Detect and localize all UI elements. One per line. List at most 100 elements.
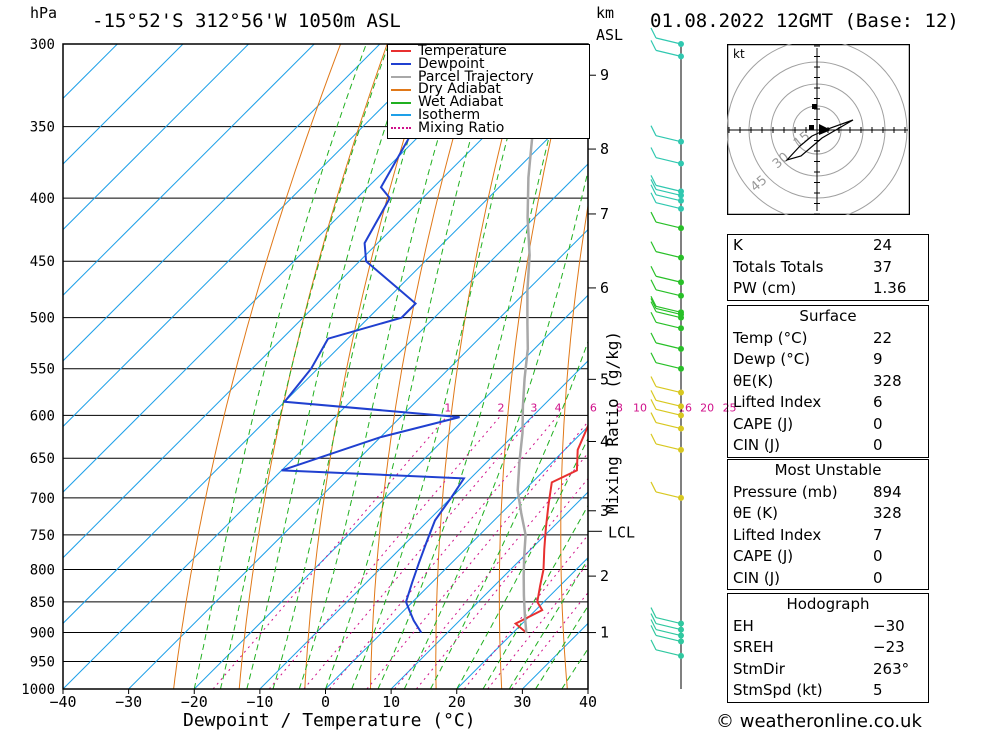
wind-barb-staff — [655, 156, 682, 165]
wind-barb-staff — [655, 135, 682, 143]
wet-adiabat-line — [246, 44, 414, 689]
wind-barb-flag — [650, 279, 657, 291]
legend-label: Dry Adiabat — [418, 81, 501, 98]
wind-barb-flag — [650, 40, 657, 51]
x-tick-label: −20 — [181, 693, 208, 711]
indices-label: SREH — [733, 638, 774, 656]
x-tick-label: 20 — [448, 693, 466, 711]
mixing-ratio-line — [366, 421, 588, 689]
mixing-ratio-axis-label: Mixing Ratio (g/kg) — [603, 330, 623, 515]
wet-adiabat-line — [193, 44, 367, 689]
mixing-ratio-label: 2 — [498, 401, 505, 414]
wind-barb-flag — [650, 296, 657, 307]
indices-value: 0 — [873, 436, 883, 454]
indices-row: CAPE (J) 0 — [728, 414, 928, 436]
legend-item: Mixing Ratio — [388, 119, 589, 136]
pressure-unit-label: hPa — [30, 4, 58, 22]
pressure-tick-label: 700 — [30, 491, 55, 507]
dry-adiabat-line — [238, 44, 388, 689]
legend-item: Dewpoint — [388, 57, 589, 71]
indices-value: −30 — [873, 616, 905, 635]
isotherm-line — [63, 44, 578, 559]
pressure-tick-label: 400 — [30, 191, 55, 207]
indices-row: SREH −23 — [728, 637, 928, 659]
indices-row: Lifted Index 6 — [728, 392, 928, 414]
indices-row: K 24 — [728, 235, 928, 257]
indices-value: 0 — [873, 547, 883, 565]
indices-top-table: K 24 Totals Totals 37 PW (cm) 1.36 — [727, 234, 929, 301]
indices-value: 1.36 — [873, 279, 907, 297]
indices-label: Dewp (°C) — [733, 350, 811, 368]
indices-label: K — [733, 236, 743, 254]
isotherm-line — [63, 44, 446, 428]
pressure-tick-label: 500 — [30, 311, 55, 327]
wind-barb-staff — [655, 362, 682, 370]
indices-value: 0 — [873, 414, 883, 433]
hodograph-point — [812, 104, 817, 109]
x-tick-label: 40 — [579, 693, 597, 711]
wind-barb-staff — [655, 408, 682, 416]
indices-value: 0 — [873, 568, 883, 587]
wind-barb-staff — [655, 622, 682, 631]
wind-barb-staff — [655, 275, 682, 283]
storm-motion-marker — [819, 124, 831, 135]
wind-barb-flag — [650, 399, 657, 410]
wind-barb-flag — [650, 412, 657, 423]
indices-row: Totals Totals 37 — [728, 257, 928, 279]
indices-row: Dewp (°C) 9 — [728, 349, 928, 371]
legend-label: Mixing Ratio — [418, 119, 505, 136]
wind-barb-flag — [650, 211, 657, 223]
pressure-tick-label: 550 — [30, 362, 55, 378]
wet-adiabat-line — [325, 44, 499, 689]
pressure-tick-label: 650 — [30, 451, 55, 467]
indices-label: StmDir — [733, 659, 785, 678]
altitude-unit-label: km — [596, 4, 615, 22]
indices-value: 22 — [873, 328, 893, 347]
wind-barb-flag — [650, 433, 657, 445]
location-title: -15°52'S 312°56'W 1050m ASL — [92, 10, 401, 32]
wind-barb-staff — [655, 37, 682, 45]
wind-barb-flag — [650, 241, 657, 252]
indices-label: StmSpd (kt) — [733, 681, 823, 699]
pressure-tick-label: 800 — [30, 562, 55, 578]
indices-row: CIN (J) 0 — [728, 435, 928, 457]
legend-swatch — [391, 88, 411, 91]
altitude-tick-label: 9 — [600, 66, 609, 84]
indices-row: EH −30 — [728, 616, 928, 638]
dry-adiabat-line — [304, 44, 435, 689]
wind-barb-staff — [655, 634, 682, 642]
indices-label: θE(K) — [733, 371, 774, 390]
legend-label: Isotherm — [418, 106, 481, 123]
pressure-tick-label: 1000 — [21, 682, 55, 698]
pressure-tick-label: 450 — [30, 254, 55, 270]
indices-label: EH — [733, 616, 754, 635]
indices-row: Pressure (mb) 894 — [728, 482, 928, 504]
wind-barb-flag — [650, 179, 657, 190]
altitude-tick-label: 7 — [600, 205, 609, 223]
isotherm-line — [63, 44, 512, 493]
indices-row: Lifted Index 7 — [728, 525, 928, 547]
wind-barb-flag — [650, 192, 657, 203]
wind-barb-flag — [650, 125, 657, 136]
lcl-label: LCL — [608, 523, 635, 541]
wind-barb-staff — [655, 289, 682, 297]
x-tick-label: −40 — [49, 693, 76, 711]
x-tick-label: −10 — [246, 693, 273, 711]
isotherm-line — [128, 228, 588, 689]
legend-item: Dry Adiabat — [388, 83, 589, 96]
wet-adiabat-line — [456, 437, 588, 689]
wind-barb-flag — [650, 352, 657, 363]
wind-barb-flag — [650, 147, 657, 158]
indices-value: 894 — [873, 482, 902, 501]
wind-barb-staff — [655, 188, 682, 197]
legend-item: Parcel Trajectory — [388, 70, 589, 83]
isotherm-line — [63, 44, 118, 100]
indices-row: PW (cm) 1.36 — [728, 278, 928, 300]
altitude-asl-label: ASL — [596, 26, 624, 44]
indices-section-title: Surface — [799, 307, 857, 325]
wind-barb-staff — [655, 311, 682, 319]
wind-barb-flag — [650, 376, 657, 387]
wet-adiabat-line — [298, 44, 467, 689]
indices-row: CIN (J) 0 — [728, 568, 928, 590]
